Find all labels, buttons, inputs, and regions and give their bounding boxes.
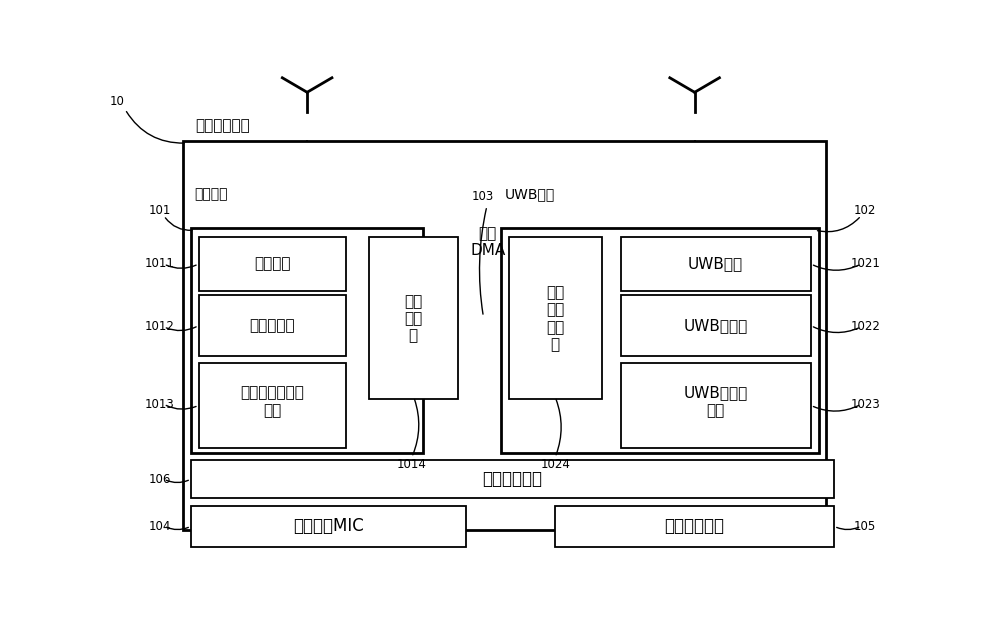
Text: 102: 102 xyxy=(854,204,876,217)
Text: UWB物理层: UWB物理层 xyxy=(683,318,748,333)
Text: 1022: 1022 xyxy=(850,320,880,333)
Text: 惯性测量单元: 惯性测量单元 xyxy=(665,517,725,535)
Text: 101: 101 xyxy=(149,204,171,217)
Bar xyxy=(199,363,346,448)
Text: 蓝牙介质访问控
制层: 蓝牙介质访问控 制层 xyxy=(240,386,304,418)
Text: UWB模块: UWB模块 xyxy=(505,187,555,201)
Bar xyxy=(199,237,346,291)
Bar xyxy=(183,141,826,530)
Bar xyxy=(621,237,811,291)
Text: 103: 103 xyxy=(472,190,494,203)
Bar xyxy=(621,363,811,448)
Bar xyxy=(501,228,819,453)
Text: 蓝牙物理层: 蓝牙物理层 xyxy=(249,318,295,333)
Text: 1013: 1013 xyxy=(145,398,175,411)
Text: 主机控制接口: 主机控制接口 xyxy=(482,470,542,488)
Text: 蓝牙模块: 蓝牙模块 xyxy=(195,187,228,201)
Bar xyxy=(369,237,458,399)
Bar xyxy=(555,506,834,547)
Text: 蓝牙射频: 蓝牙射频 xyxy=(254,256,290,271)
Text: 104: 104 xyxy=(149,519,171,533)
Text: 1014: 1014 xyxy=(397,458,427,471)
Text: 第一无线耳机: 第一无线耳机 xyxy=(195,119,250,134)
Text: 至少一个MIC: 至少一个MIC xyxy=(293,517,363,535)
Text: 1012: 1012 xyxy=(145,320,175,333)
Text: 1023: 1023 xyxy=(850,398,880,411)
Bar xyxy=(199,295,346,356)
Text: 10: 10 xyxy=(110,95,125,109)
Text: 接收
缓存
器: 接收 缓存 器 xyxy=(404,294,422,344)
Text: 第一
DMA: 第一 DMA xyxy=(470,226,505,258)
Bar xyxy=(191,506,466,547)
Bar xyxy=(509,237,602,399)
Bar xyxy=(621,295,811,356)
Text: 106: 106 xyxy=(149,473,171,485)
Text: 1011: 1011 xyxy=(145,257,175,271)
Text: UWB介质访
问层: UWB介质访 问层 xyxy=(683,386,748,418)
Text: 105: 105 xyxy=(854,519,876,533)
Text: UWB射频: UWB射频 xyxy=(688,256,743,271)
Bar xyxy=(191,228,423,453)
Bar xyxy=(191,460,834,499)
Text: 1021: 1021 xyxy=(850,257,880,271)
Text: 第二
发送
缓存
器: 第二 发送 缓存 器 xyxy=(546,285,564,352)
Text: 1024: 1024 xyxy=(540,458,570,471)
